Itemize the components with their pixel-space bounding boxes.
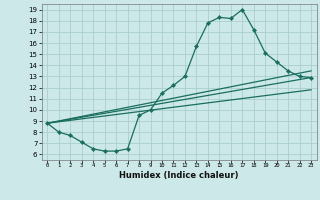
X-axis label: Humidex (Indice chaleur): Humidex (Indice chaleur) [119, 171, 239, 180]
